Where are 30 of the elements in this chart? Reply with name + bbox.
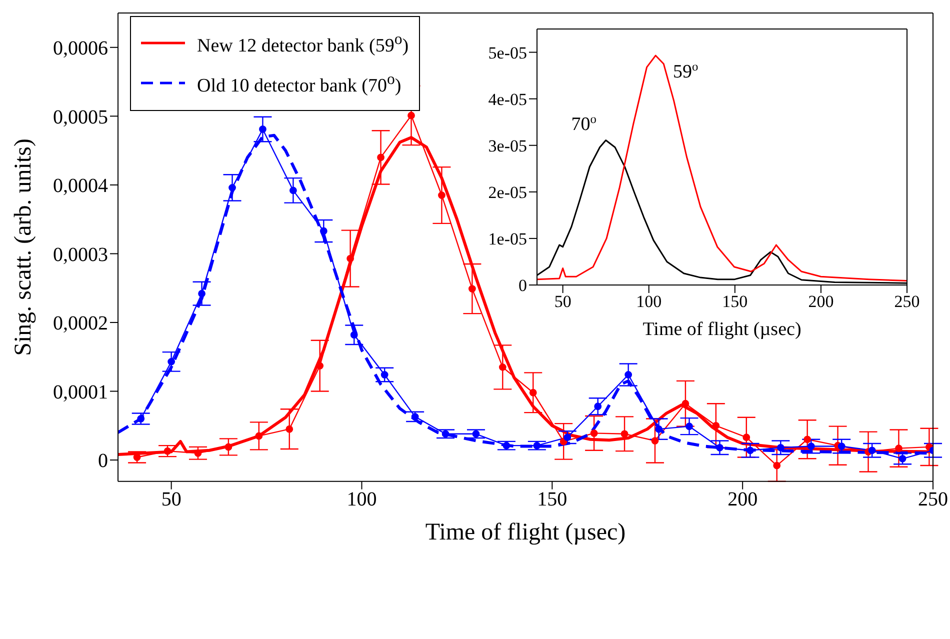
- y-tick-label: 0: [98, 450, 108, 472]
- x-tick-label: 150: [722, 292, 748, 312]
- y-tick-label: 0,0006: [53, 37, 108, 60]
- x-axis-title: Time of flight (µsec): [425, 519, 626, 546]
- x-tick-label: 50: [554, 292, 572, 312]
- x-axis-title: Time of flight (µsec): [642, 319, 802, 340]
- annotation: 70$^{o}$: [571, 112, 596, 136]
- y-tick-label: 5e-05: [488, 43, 527, 62]
- y-tick-label: 0,0004: [53, 175, 108, 198]
- legend-label: New 12 detector bank (59$^{o}$): [197, 30, 409, 58]
- y-tick-label: 0,0003: [53, 244, 108, 266]
- x-tick-label: 250: [894, 292, 920, 312]
- x-tick-label: 100: [346, 488, 377, 511]
- legend-label: Old 10 detector bank (70$^{o}$): [197, 70, 402, 99]
- y-tick-label: 1e-05: [488, 229, 527, 248]
- x-tick-label: 200: [728, 488, 758, 511]
- x-tick-label: 50: [161, 488, 182, 511]
- x-tick-label: 250: [918, 488, 948, 511]
- x-tick-label: 150: [537, 488, 568, 511]
- y-tick-label: 0,0001: [53, 381, 108, 404]
- y-tick-label: 0,0005: [53, 106, 108, 128]
- x-tick-label: 100: [636, 292, 662, 312]
- y-tick-label: 2e-05: [488, 182, 527, 202]
- y-tick-label: 3e-05: [488, 136, 527, 156]
- y-tick-label: 0,0002: [53, 312, 108, 335]
- y-tick-label: 0: [518, 276, 527, 296]
- y-tick-label: 4e-05: [488, 90, 527, 109]
- y-axis-title: Sing. scatt. (arb. units): [10, 138, 37, 356]
- x-tick-label: 200: [808, 292, 834, 312]
- annotation: 59$^{o}$: [672, 60, 698, 83]
